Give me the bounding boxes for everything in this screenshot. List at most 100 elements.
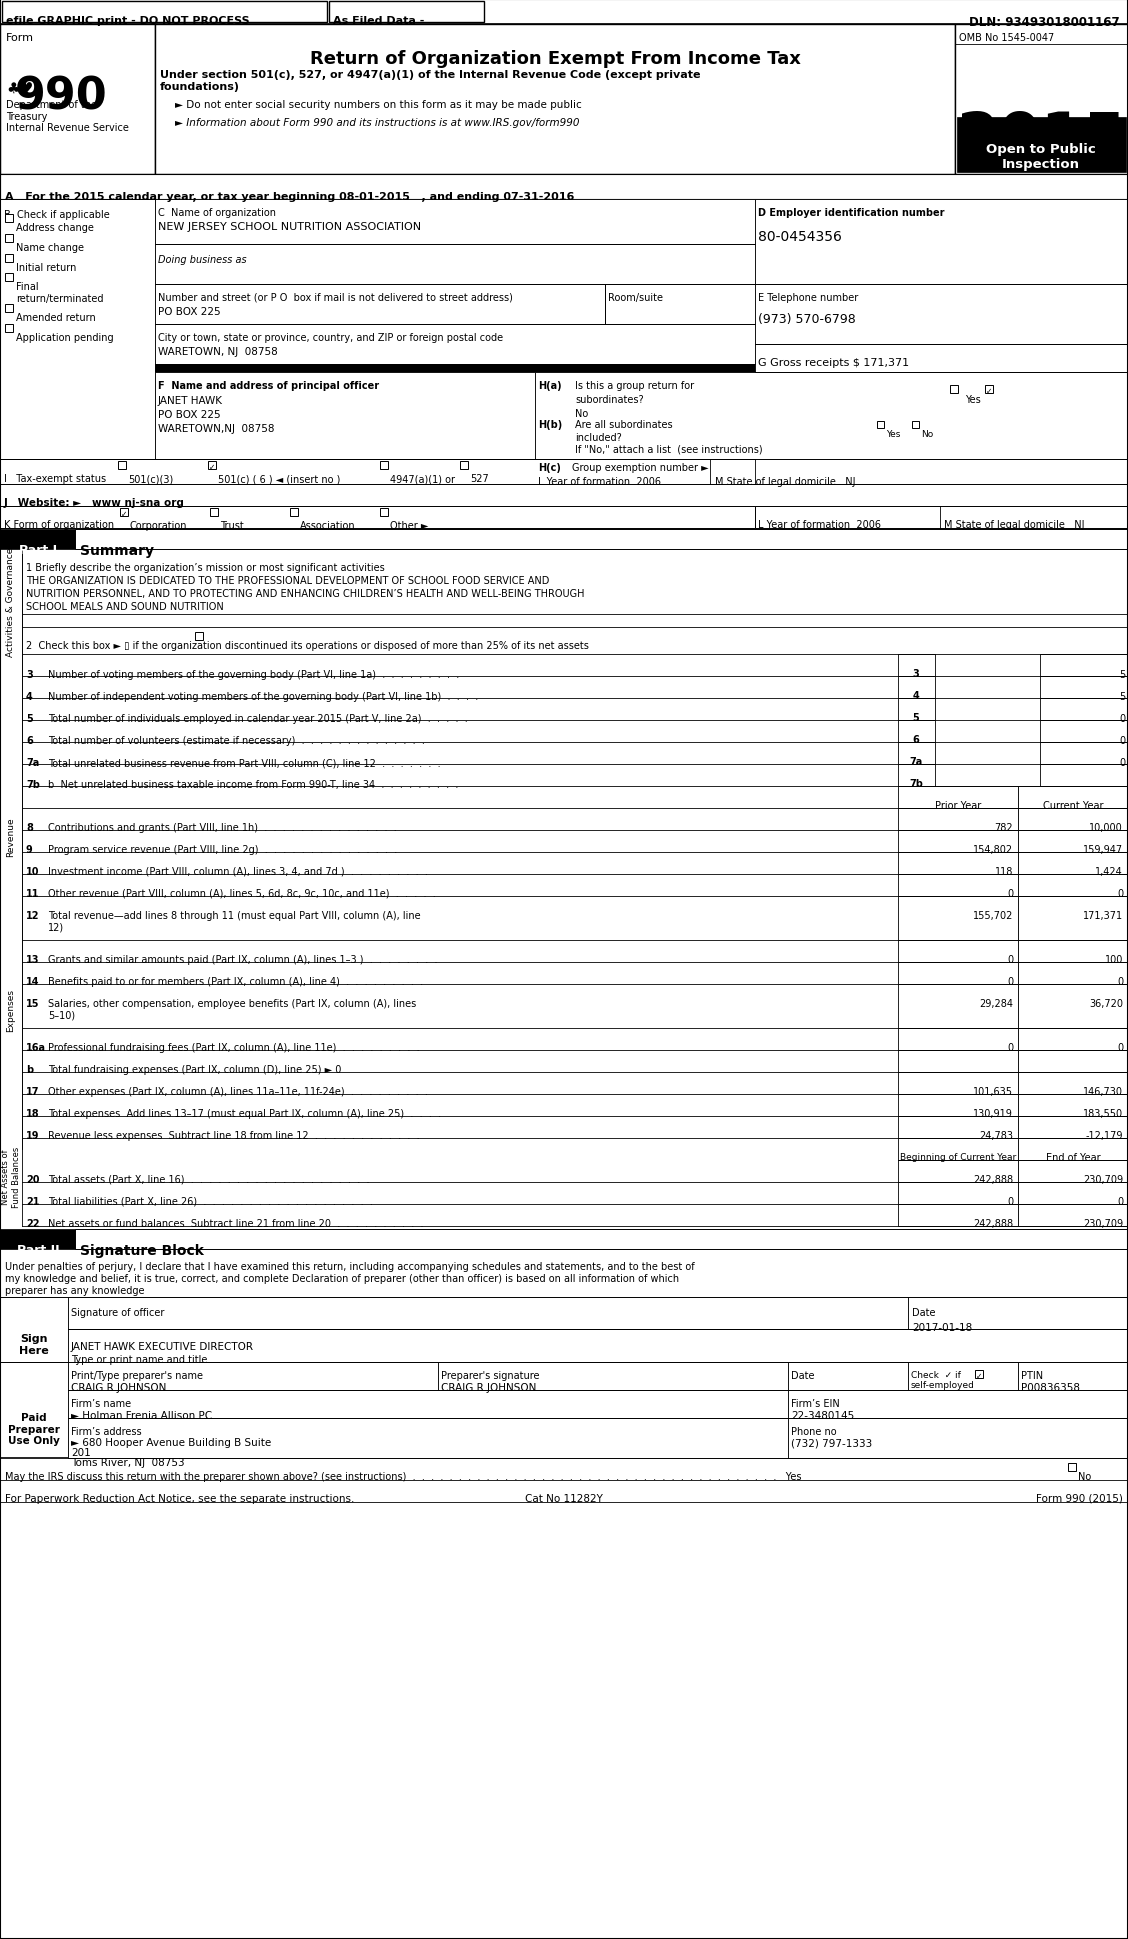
Text: D Employer identification number: D Employer identification number bbox=[758, 207, 944, 217]
Bar bbox=[0, 0, 1128, 25]
Text: M State of legal domicile   NJ: M State of legal domicile NJ bbox=[715, 477, 855, 487]
Text: Professional fundraising fees (Part IX, column (A), line 11e)  .  .  .  .  .  . : Professional fundraising fees (Part IX, … bbox=[49, 1043, 420, 1053]
Bar bbox=[898, 1094, 1017, 1117]
Text: Part I: Part I bbox=[19, 543, 58, 556]
Text: 7b: 7b bbox=[909, 779, 923, 789]
Text: 0: 0 bbox=[1117, 977, 1123, 987]
Text: 4: 4 bbox=[913, 690, 919, 700]
Text: Net Assets of
Fund Balances: Net Assets of Fund Balances bbox=[1, 1146, 20, 1206]
Bar bbox=[0, 175, 1128, 200]
Text: 201: 201 bbox=[71, 1446, 90, 1458]
Text: 5–10): 5–10) bbox=[49, 1010, 76, 1020]
Text: 101,635: 101,635 bbox=[973, 1086, 1013, 1096]
Text: 7b: 7b bbox=[26, 779, 39, 789]
Text: NEW JERSEY SCHOOL NUTRITION ASSOCIATION: NEW JERSEY SCHOOL NUTRITION ASSOCIATION bbox=[158, 221, 421, 233]
Bar bbox=[1017, 896, 1128, 940]
Text: I   Tax-exempt status: I Tax-exempt status bbox=[5, 473, 106, 483]
Bar bbox=[1017, 787, 1128, 809]
Text: Total unrelated business revenue from Part VIII, column (C), line 12  .  .  .  .: Total unrelated business revenue from Pa… bbox=[49, 758, 441, 768]
Bar bbox=[120, 508, 127, 516]
Bar bbox=[5, 273, 14, 281]
Bar bbox=[908, 1363, 1017, 1390]
Text: Total number of individuals employed in calendar year 2015 (Part V, line 2a)  . : Total number of individuals employed in … bbox=[49, 714, 468, 723]
Bar bbox=[755, 506, 1128, 529]
Text: Toms River, NJ  08753: Toms River, NJ 08753 bbox=[71, 1458, 185, 1468]
Text: Association: Association bbox=[300, 522, 355, 531]
Bar bbox=[1017, 809, 1128, 830]
Bar bbox=[950, 386, 958, 394]
Text: ► 680 Hooper Avenue Building B Suite: ► 680 Hooper Avenue Building B Suite bbox=[71, 1437, 271, 1446]
Text: Department of the
Treasury
Internal Revenue Service: Department of the Treasury Internal Reve… bbox=[6, 101, 129, 134]
Text: Room/suite: Room/suite bbox=[608, 293, 663, 302]
Bar bbox=[380, 508, 388, 516]
Text: 20: 20 bbox=[26, 1175, 39, 1185]
Text: Contributions and grants (Part VIII, line 1h)  .  .  .  .  .  .  .  .  .  .  .  : Contributions and grants (Part VIII, lin… bbox=[49, 822, 397, 832]
Bar bbox=[898, 743, 935, 764]
Text: CRAIG R JOHNSON: CRAIG R JOHNSON bbox=[71, 1383, 166, 1392]
Bar bbox=[1017, 830, 1128, 853]
Text: Initial return: Initial return bbox=[16, 264, 77, 273]
Bar bbox=[898, 853, 1017, 874]
Bar bbox=[0, 460, 1128, 485]
Text: 29,284: 29,284 bbox=[979, 999, 1013, 1008]
Bar bbox=[908, 1297, 1128, 1330]
Text: 16a: 16a bbox=[26, 1043, 46, 1053]
Text: Prior Year: Prior Year bbox=[935, 801, 981, 811]
Text: ► Do not enter social security numbers on this form as it may be made public: ► Do not enter social security numbers o… bbox=[175, 101, 582, 111]
Text: b: b bbox=[26, 1065, 33, 1074]
Text: End of Year: End of Year bbox=[1046, 1152, 1100, 1161]
Bar bbox=[898, 896, 1017, 940]
Text: 4947(a)(1) or: 4947(a)(1) or bbox=[390, 473, 455, 483]
Bar bbox=[898, 1160, 1017, 1183]
Text: PO BOX 225: PO BOX 225 bbox=[158, 306, 221, 316]
Text: A   For the 2015 calendar year, or tax year beginning 08-01-2015   , and ending : A For the 2015 calendar year, or tax yea… bbox=[5, 192, 574, 202]
Text: 21: 21 bbox=[26, 1196, 39, 1206]
Bar bbox=[535, 372, 1128, 463]
Text: 782: 782 bbox=[995, 822, 1013, 832]
Text: Part II: Part II bbox=[17, 1243, 60, 1256]
Text: 12: 12 bbox=[26, 911, 39, 921]
Text: If "No," attach a list  (see instructions): If "No," attach a list (see instructions… bbox=[575, 444, 763, 456]
Text: Yes: Yes bbox=[964, 396, 980, 405]
Text: Number of voting members of the governing body (Part VI, line 1a)  .  .  .  .  .: Number of voting members of the governin… bbox=[49, 669, 459, 681]
Text: 5: 5 bbox=[913, 714, 919, 723]
Text: L Year of formation  2006: L Year of formation 2006 bbox=[538, 477, 661, 487]
Text: H(c): H(c) bbox=[538, 463, 561, 473]
Bar bbox=[898, 1138, 1017, 1160]
Text: 18: 18 bbox=[26, 1109, 39, 1119]
Bar bbox=[1040, 743, 1128, 764]
Bar bbox=[68, 1297, 908, 1330]
Text: PTIN: PTIN bbox=[1021, 1371, 1043, 1381]
Text: (732) 797-1333: (732) 797-1333 bbox=[791, 1439, 872, 1448]
Bar bbox=[755, 200, 1128, 285]
Bar bbox=[1017, 1183, 1128, 1204]
Text: 7a: 7a bbox=[909, 756, 923, 766]
Text: 13: 13 bbox=[26, 954, 39, 964]
Text: 6: 6 bbox=[26, 735, 33, 747]
Text: 0: 0 bbox=[1117, 1196, 1123, 1206]
Text: Salaries, other compensation, employee benefits (Part IX, column (A), lines: Salaries, other compensation, employee b… bbox=[49, 999, 416, 1008]
Bar bbox=[68, 1390, 788, 1417]
Bar bbox=[898, 1028, 1017, 1051]
Text: 19: 19 bbox=[26, 1130, 39, 1140]
Text: F  Name and address of principal officer: F Name and address of principal officer bbox=[158, 380, 379, 392]
Text: H(a): H(a) bbox=[538, 380, 562, 392]
Text: Revenue: Revenue bbox=[7, 816, 16, 857]
Bar bbox=[0, 1363, 68, 1458]
Text: K Form of organization: K Form of organization bbox=[5, 520, 114, 529]
Text: No: No bbox=[1078, 1472, 1091, 1481]
Text: Total number of volunteers (estimate if necessary)  .  .  .  .  .  .  .  .  .  .: Total number of volunteers (estimate if … bbox=[49, 735, 425, 747]
Bar bbox=[438, 1363, 788, 1390]
Text: Form 990 (2015): Form 990 (2015) bbox=[1037, 1493, 1123, 1503]
Text: 36,720: 36,720 bbox=[1089, 999, 1123, 1008]
Text: Number of independent voting members of the governing body (Part VI, line 1b)  .: Number of independent voting members of … bbox=[49, 692, 478, 702]
Text: 501(c)(3): 501(c)(3) bbox=[127, 473, 174, 483]
Text: Application pending: Application pending bbox=[16, 334, 114, 343]
Text: 0: 0 bbox=[1119, 758, 1125, 768]
Bar bbox=[2, 2, 327, 23]
Text: 146,730: 146,730 bbox=[1083, 1086, 1123, 1096]
Text: 2  Check this box ► ▯ if the organization discontinued its operations or dispose: 2 Check this box ► ▯ if the organization… bbox=[26, 640, 589, 652]
Bar bbox=[898, 677, 935, 698]
Text: my knowledge and belief, it is true, correct, and complete Declaration of prepar: my knowledge and belief, it is true, cor… bbox=[5, 1274, 679, 1284]
Text: Number and street (or P O  box if mail is not delivered to street address): Number and street (or P O box if mail is… bbox=[158, 293, 513, 302]
